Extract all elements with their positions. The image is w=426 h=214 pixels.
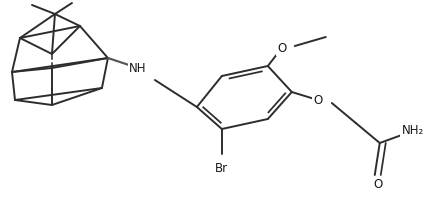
Text: Br: Br — [215, 162, 228, 174]
Text: O: O — [276, 42, 286, 55]
Text: O: O — [372, 177, 382, 190]
Text: O: O — [312, 94, 322, 107]
Text: NH: NH — [129, 61, 146, 74]
Text: NH₂: NH₂ — [401, 125, 423, 138]
